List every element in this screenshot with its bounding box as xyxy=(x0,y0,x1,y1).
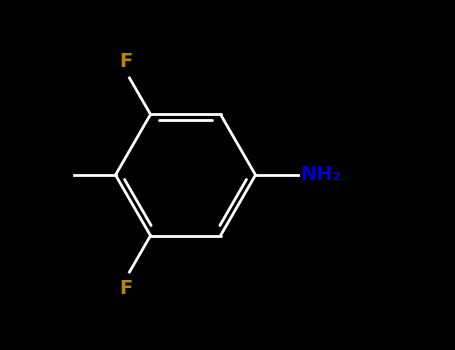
Text: F: F xyxy=(119,52,132,71)
Text: F: F xyxy=(119,279,132,298)
Text: NH₂: NH₂ xyxy=(300,166,341,184)
